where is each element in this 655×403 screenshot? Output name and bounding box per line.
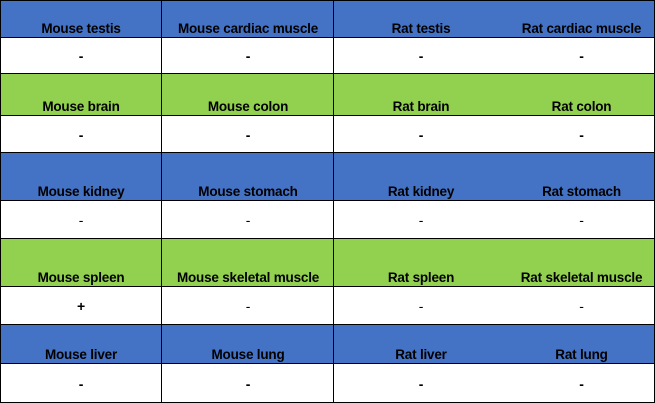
value-rat-liver: - <box>418 375 424 392</box>
header-row-liver: Mouse liver Mouse lung Rat liver Rat lun… <box>0 325 655 364</box>
row-divider <box>0 115 655 116</box>
label-rat-skeletal-muscle: Rat skeletal muscle <box>520 270 643 285</box>
value-row-spleen: + - - - <box>0 287 655 325</box>
value-mouse-liver: - <box>78 375 84 392</box>
value-mouse-testis: - <box>78 48 84 64</box>
value-mouse-lung: - <box>245 375 251 392</box>
row-divider <box>0 238 655 239</box>
label-mouse-kidney: Mouse kidney <box>37 184 125 199</box>
value-rat-cardiac-muscle: - <box>579 48 584 64</box>
label-mouse-cardiac-muscle: Mouse cardiac muscle <box>177 21 319 36</box>
label-rat-liver: Rat liver <box>395 347 447 362</box>
header-row-spleen: Mouse spleen Mouse skeletal muscle Rat s… <box>0 239 655 287</box>
value-rat-testis: - <box>418 48 424 64</box>
value-rat-skeletal-muscle: - <box>579 298 584 314</box>
label-rat-brain: Rat brain <box>392 99 450 114</box>
label-rat-spleen: Rat spleen <box>387 270 455 285</box>
label-rat-colon: Rat colon <box>551 99 612 114</box>
value-rat-colon: - <box>579 126 584 143</box>
row-divider <box>0 324 655 325</box>
value-mouse-spleen: + <box>77 298 85 314</box>
row-divider <box>0 37 655 38</box>
label-mouse-liver: Mouse liver <box>44 347 118 362</box>
label-mouse-spleen: Mouse spleen <box>37 270 125 285</box>
column-divider <box>161 0 162 403</box>
label-mouse-skeletal-muscle: Mouse skeletal muscle <box>176 270 320 285</box>
value-mouse-brain: - <box>78 126 84 143</box>
row-divider <box>0 286 655 287</box>
value-row-liver: - - - - <box>0 364 655 403</box>
label-rat-testis: Rat testis <box>391 21 451 36</box>
value-rat-kidney: - <box>418 212 424 228</box>
label-mouse-testis: Mouse testis <box>41 21 121 36</box>
column-divider <box>333 0 334 403</box>
value-row-brain: - - - - <box>0 116 655 153</box>
value-rat-stomach: - <box>579 212 584 228</box>
header-row-kidney: Mouse kidney Mouse stomach Rat kidney Ra… <box>0 153 655 201</box>
value-rat-brain: - <box>418 126 424 143</box>
row-divider <box>0 363 655 364</box>
value-mouse-colon: - <box>245 126 251 143</box>
value-row-kidney: - - - - <box>0 201 655 239</box>
row-divider <box>0 200 655 201</box>
label-mouse-colon: Mouse colon <box>207 99 289 114</box>
label-rat-cardiac-muscle: Rat cardiac muscle <box>521 21 642 36</box>
label-mouse-lung: Mouse lung <box>211 347 285 362</box>
header-row-testis: Mouse testis Mouse cardiac muscle Rat te… <box>0 0 655 38</box>
value-mouse-stomach: - <box>245 212 251 228</box>
label-rat-kidney: Rat kidney <box>387 184 455 199</box>
label-rat-stomach: Rat stomach <box>542 184 621 199</box>
value-rat-lung: - <box>579 375 584 392</box>
row-divider <box>0 152 655 153</box>
value-row-testis: - - - - <box>0 38 655 74</box>
value-mouse-cardiac-muscle: - <box>245 48 251 64</box>
value-rat-spleen: - <box>418 298 424 314</box>
label-mouse-stomach: Mouse stomach <box>198 184 298 199</box>
label-mouse-brain: Mouse brain <box>42 99 120 114</box>
value-mouse-kidney: - <box>78 212 84 228</box>
label-rat-lung: Rat lung <box>555 347 608 362</box>
row-divider <box>0 73 655 74</box>
header-row-brain: Mouse brain Mouse colon Rat brain Rat co… <box>0 74 655 116</box>
value-mouse-skeletal-muscle: - <box>245 298 251 314</box>
